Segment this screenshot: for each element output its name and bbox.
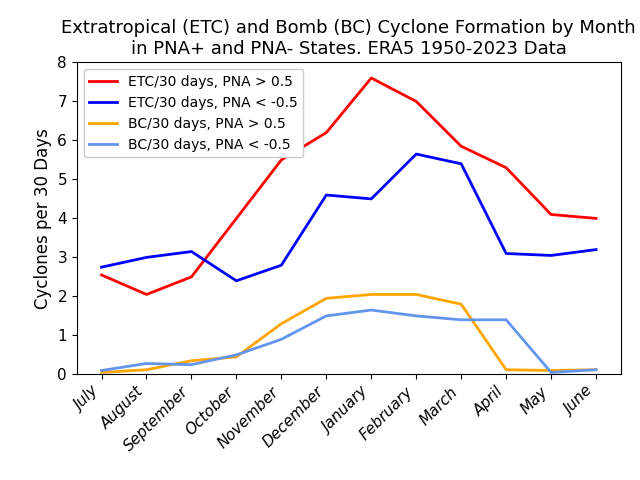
Line: BC/30 days, PNA < -0.5: BC/30 days, PNA < -0.5 xyxy=(102,310,596,372)
ETC/30 days, PNA < -0.5 xyxy=(188,249,195,254)
ETC/30 days, PNA < -0.5 xyxy=(502,251,510,256)
BC/30 days, PNA < -0.5 xyxy=(98,368,106,373)
Line: BC/30 days, PNA > 0.5: BC/30 days, PNA > 0.5 xyxy=(102,294,596,372)
ETC/30 days, PNA < -0.5 xyxy=(367,196,375,202)
BC/30 days, PNA < -0.5 xyxy=(367,307,375,313)
ETC/30 days, PNA > 0.5 xyxy=(232,216,240,221)
ETC/30 days, PNA > 0.5 xyxy=(458,144,465,149)
ETC/30 days, PNA < -0.5 xyxy=(412,151,420,157)
BC/30 days, PNA < -0.5 xyxy=(502,317,510,323)
ETC/30 days, PNA < -0.5 xyxy=(232,278,240,284)
ETC/30 days, PNA > 0.5 xyxy=(278,157,285,163)
ETC/30 days, PNA > 0.5 xyxy=(502,165,510,170)
ETC/30 days, PNA > 0.5 xyxy=(367,75,375,81)
BC/30 days, PNA < -0.5 xyxy=(458,317,465,323)
BC/30 days, PNA > 0.5 xyxy=(188,358,195,364)
ETC/30 days, PNA > 0.5 xyxy=(98,272,106,278)
Y-axis label: Cyclones per 30 Days: Cyclones per 30 Days xyxy=(34,128,52,309)
BC/30 days, PNA < -0.5 xyxy=(412,313,420,319)
BC/30 days, PNA < -0.5 xyxy=(278,336,285,342)
ETC/30 days, PNA > 0.5 xyxy=(143,291,150,297)
ETC/30 days, PNA > 0.5 xyxy=(592,216,600,221)
ETC/30 days, PNA > 0.5 xyxy=(323,130,330,135)
BC/30 days, PNA > 0.5 xyxy=(323,296,330,301)
BC/30 days, PNA < -0.5 xyxy=(232,352,240,358)
BC/30 days, PNA > 0.5 xyxy=(458,301,465,307)
BC/30 days, PNA > 0.5 xyxy=(502,367,510,372)
ETC/30 days, PNA < -0.5 xyxy=(547,252,555,258)
Title: Extratropical (ETC) and Bomb (BC) Cyclone Formation by Month
in PNA+ and PNA- St: Extratropical (ETC) and Bomb (BC) Cyclon… xyxy=(61,19,636,58)
BC/30 days, PNA < -0.5 xyxy=(547,370,555,375)
ETC/30 days, PNA < -0.5 xyxy=(143,254,150,260)
ETC/30 days, PNA < -0.5 xyxy=(592,247,600,252)
BC/30 days, PNA > 0.5 xyxy=(547,368,555,373)
ETC/30 days, PNA < -0.5 xyxy=(278,262,285,268)
BC/30 days, PNA > 0.5 xyxy=(232,354,240,360)
BC/30 days, PNA > 0.5 xyxy=(278,321,285,326)
Legend: ETC/30 days, PNA > 0.5, ETC/30 days, PNA < -0.5, BC/30 days, PNA > 0.5, BC/30 da: ETC/30 days, PNA > 0.5, ETC/30 days, PNA… xyxy=(84,69,303,157)
Line: ETC/30 days, PNA < -0.5: ETC/30 days, PNA < -0.5 xyxy=(102,154,596,281)
ETC/30 days, PNA < -0.5 xyxy=(98,264,106,270)
BC/30 days, PNA < -0.5 xyxy=(592,367,600,372)
BC/30 days, PNA > 0.5 xyxy=(367,291,375,297)
BC/30 days, PNA < -0.5 xyxy=(143,360,150,366)
Line: ETC/30 days, PNA > 0.5: ETC/30 days, PNA > 0.5 xyxy=(102,78,596,294)
BC/30 days, PNA < -0.5 xyxy=(323,313,330,319)
ETC/30 days, PNA < -0.5 xyxy=(323,192,330,198)
ETC/30 days, PNA > 0.5 xyxy=(547,212,555,217)
ETC/30 days, PNA < -0.5 xyxy=(458,161,465,167)
BC/30 days, PNA > 0.5 xyxy=(98,370,106,375)
BC/30 days, PNA < -0.5 xyxy=(188,362,195,368)
ETC/30 days, PNA > 0.5 xyxy=(188,274,195,280)
BC/30 days, PNA > 0.5 xyxy=(143,367,150,372)
BC/30 days, PNA > 0.5 xyxy=(412,291,420,297)
ETC/30 days, PNA > 0.5 xyxy=(412,98,420,104)
BC/30 days, PNA > 0.5 xyxy=(592,367,600,372)
